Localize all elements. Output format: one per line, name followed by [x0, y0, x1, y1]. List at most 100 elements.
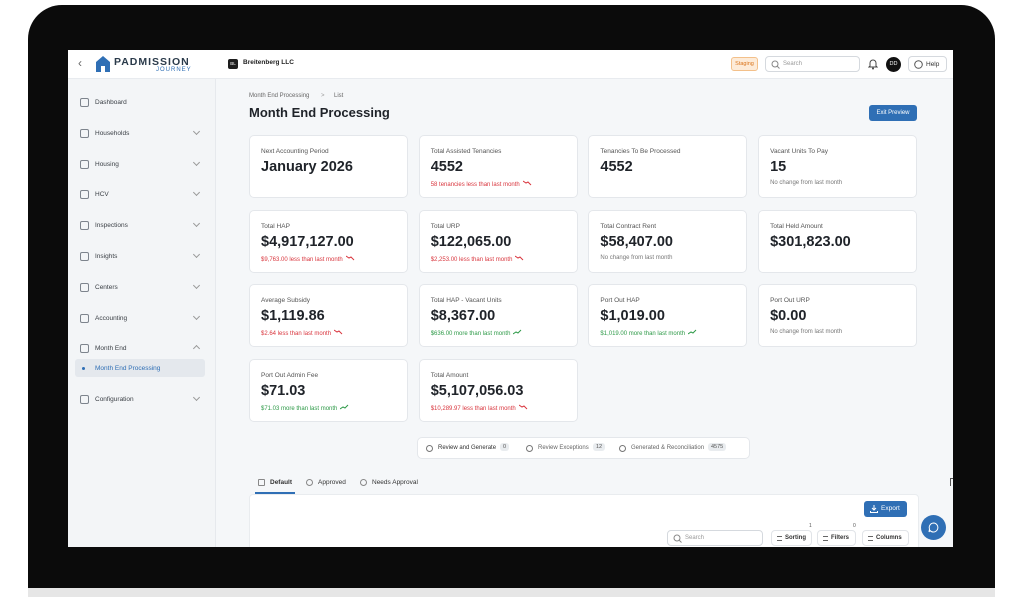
view-tab-icon [258, 479, 265, 486]
table-panel: Export Search Sorting 1 Filters 0 Columns [249, 494, 919, 547]
stat-note: No change from last month [770, 329, 843, 335]
brand-sub: JOURNEY [156, 67, 192, 73]
stat-label: Total URP [430, 222, 460, 230]
table-search[interactable]: Search [667, 530, 763, 546]
nav-sublabel: Month End Processing [95, 365, 161, 373]
stat-value: 4552 [430, 159, 463, 175]
tool-icon [823, 536, 828, 541]
tool-count: 0 [853, 523, 856, 529]
exit-preview-button[interactable]: Exit Preview [869, 105, 917, 121]
tab-count: 0 [500, 443, 510, 451]
view-tab-underline [255, 492, 295, 494]
stat-note: $636.00 more than last month [431, 329, 523, 337]
search-box[interactable]: Search [765, 56, 860, 72]
tool-count: 1 [809, 523, 812, 529]
laptop-base [28, 588, 995, 597]
nav-chevron[interactable] [192, 220, 201, 228]
stat-card: Total HAP - Vacant Units $8,367.00 $636.00… [418, 284, 578, 347]
stat-note: $2,253.00 less than last month [431, 255, 525, 263]
tab-count: 4575 [708, 443, 727, 451]
help-button[interactable]: Help [908, 56, 947, 72]
trend-icon [333, 329, 343, 335]
nav-label: Configuration [95, 395, 134, 403]
nav-subitem[interactable]: Month End Processing [75, 359, 205, 378]
stat-card: Tenancies To Be Processed 4552 [588, 135, 748, 198]
view-tab-label[interactable]: Needs Approval [372, 479, 418, 486]
stat-value: $0.00 [770, 308, 807, 324]
table-search-placeholder: Search [685, 535, 705, 541]
stat-card: Vacant Units To Pay 15 No change from last… [758, 135, 918, 198]
nav-icon [80, 252, 89, 261]
nav-item[interactable]: Households [68, 127, 215, 141]
stat-label: Total Held Amount [770, 222, 823, 230]
org-name[interactable]: Breitenberg LLC [243, 59, 294, 66]
tab-label[interactable]: Generated & Reconciliation [631, 445, 705, 451]
nav-icon [80, 190, 89, 200]
nav-item[interactable]: Accounting [68, 312, 215, 326]
stat-label: Port Out Admin Fee [261, 371, 319, 379]
breadcrumb-parent[interactable]: Month End Processing [249, 93, 310, 99]
view-tab-label[interactable]: Approved [318, 479, 346, 486]
bell-icon[interactable] [868, 58, 878, 70]
chat-button[interactable] [921, 515, 946, 540]
nav-item[interactable]: Inspections [68, 219, 215, 233]
nav-item[interactable]: Month End [68, 342, 215, 356]
help-icon [914, 60, 923, 69]
nav-chevron[interactable] [192, 250, 201, 259]
nav-item[interactable]: Dashboard [68, 96, 215, 110]
stat-value: January 2026 [261, 159, 353, 175]
nav-label: HCV [95, 191, 109, 199]
stat-value: $5,107,056.03 [430, 382, 524, 399]
stat-value: $122,065.00 [430, 233, 512, 250]
stat-value: $1,119.86 [261, 308, 325, 324]
stat-note: $71.03 more than last month [261, 404, 349, 412]
nav-item[interactable]: HCV [68, 188, 215, 202]
nav-icon [80, 98, 89, 107]
stat-label: Port Out URP [770, 297, 810, 304]
trend-icon [515, 255, 524, 260]
stat-value: $58,407.00 [600, 233, 673, 250]
nav-chevron[interactable] [192, 312, 201, 320]
view-tab-label[interactable]: Default [270, 479, 293, 486]
export-button[interactable]: Export [864, 501, 907, 517]
tab-count: 12 [593, 443, 606, 451]
nav-chevron[interactable] [192, 189, 201, 197]
nav-chevron[interactable] [192, 345, 201, 353]
help-label: Help [926, 61, 940, 68]
top-bar: ‹ PADMISSION JOURNEY BL Breitenberg LLC … [68, 50, 953, 79]
tab-icon [526, 445, 533, 452]
nav-chevron[interactable] [192, 281, 201, 289]
stat-note: $10,289.97 less than last month [431, 404, 528, 412]
bookmark-icon[interactable] [950, 478, 953, 486]
stat-value: 4552 [600, 159, 633, 175]
nav-chevron[interactable] [192, 393, 201, 401]
tab-label[interactable]: Review and Generate [438, 445, 497, 451]
nav-item[interactable]: Insights [68, 250, 215, 264]
stat-card: Total Contract Rent $58,407.00 No change f… [588, 209, 748, 273]
back-arrow[interactable]: ‹ [78, 56, 82, 70]
stat-note: No change from last month [600, 254, 673, 261]
avatar[interactable]: DD [886, 57, 901, 72]
tool-button[interactable]: Filters 0 [817, 523, 856, 546]
nav-item[interactable]: Configuration [68, 393, 215, 407]
stat-card: Average Subsidy $1,119.86 $2.64 less than … [249, 284, 408, 347]
tool-button[interactable]: Columns [862, 530, 909, 546]
view-tab-icon [306, 479, 313, 486]
stat-card: Port Out HAP $1,019.00 $1,019.00 more than… [588, 284, 748, 347]
tool-button[interactable]: Sorting 1 [771, 523, 812, 546]
stat-card: Total HAP $4,917,127.00 $9,763.00 less tha… [249, 209, 408, 273]
nav-dot [82, 367, 85, 371]
stat-label: Total Amount [430, 371, 469, 379]
stat-card: Next Accounting Period January 2026 [249, 135, 408, 198]
view-tab-icon [360, 479, 367, 486]
stat-label: Total Contract Rent [600, 222, 657, 230]
tab-label[interactable]: Review Exceptions [538, 445, 589, 451]
nav-chevron[interactable] [192, 158, 201, 166]
nav-icon [80, 313, 89, 323]
tool-icon [868, 536, 873, 541]
nav-chevron[interactable] [192, 127, 201, 135]
stat-card: Port Out Admin Fee $71.03 $71.03 more than… [249, 358, 408, 422]
nav-item[interactable]: Centers [68, 281, 215, 295]
nav-item[interactable]: Housing [68, 158, 215, 172]
